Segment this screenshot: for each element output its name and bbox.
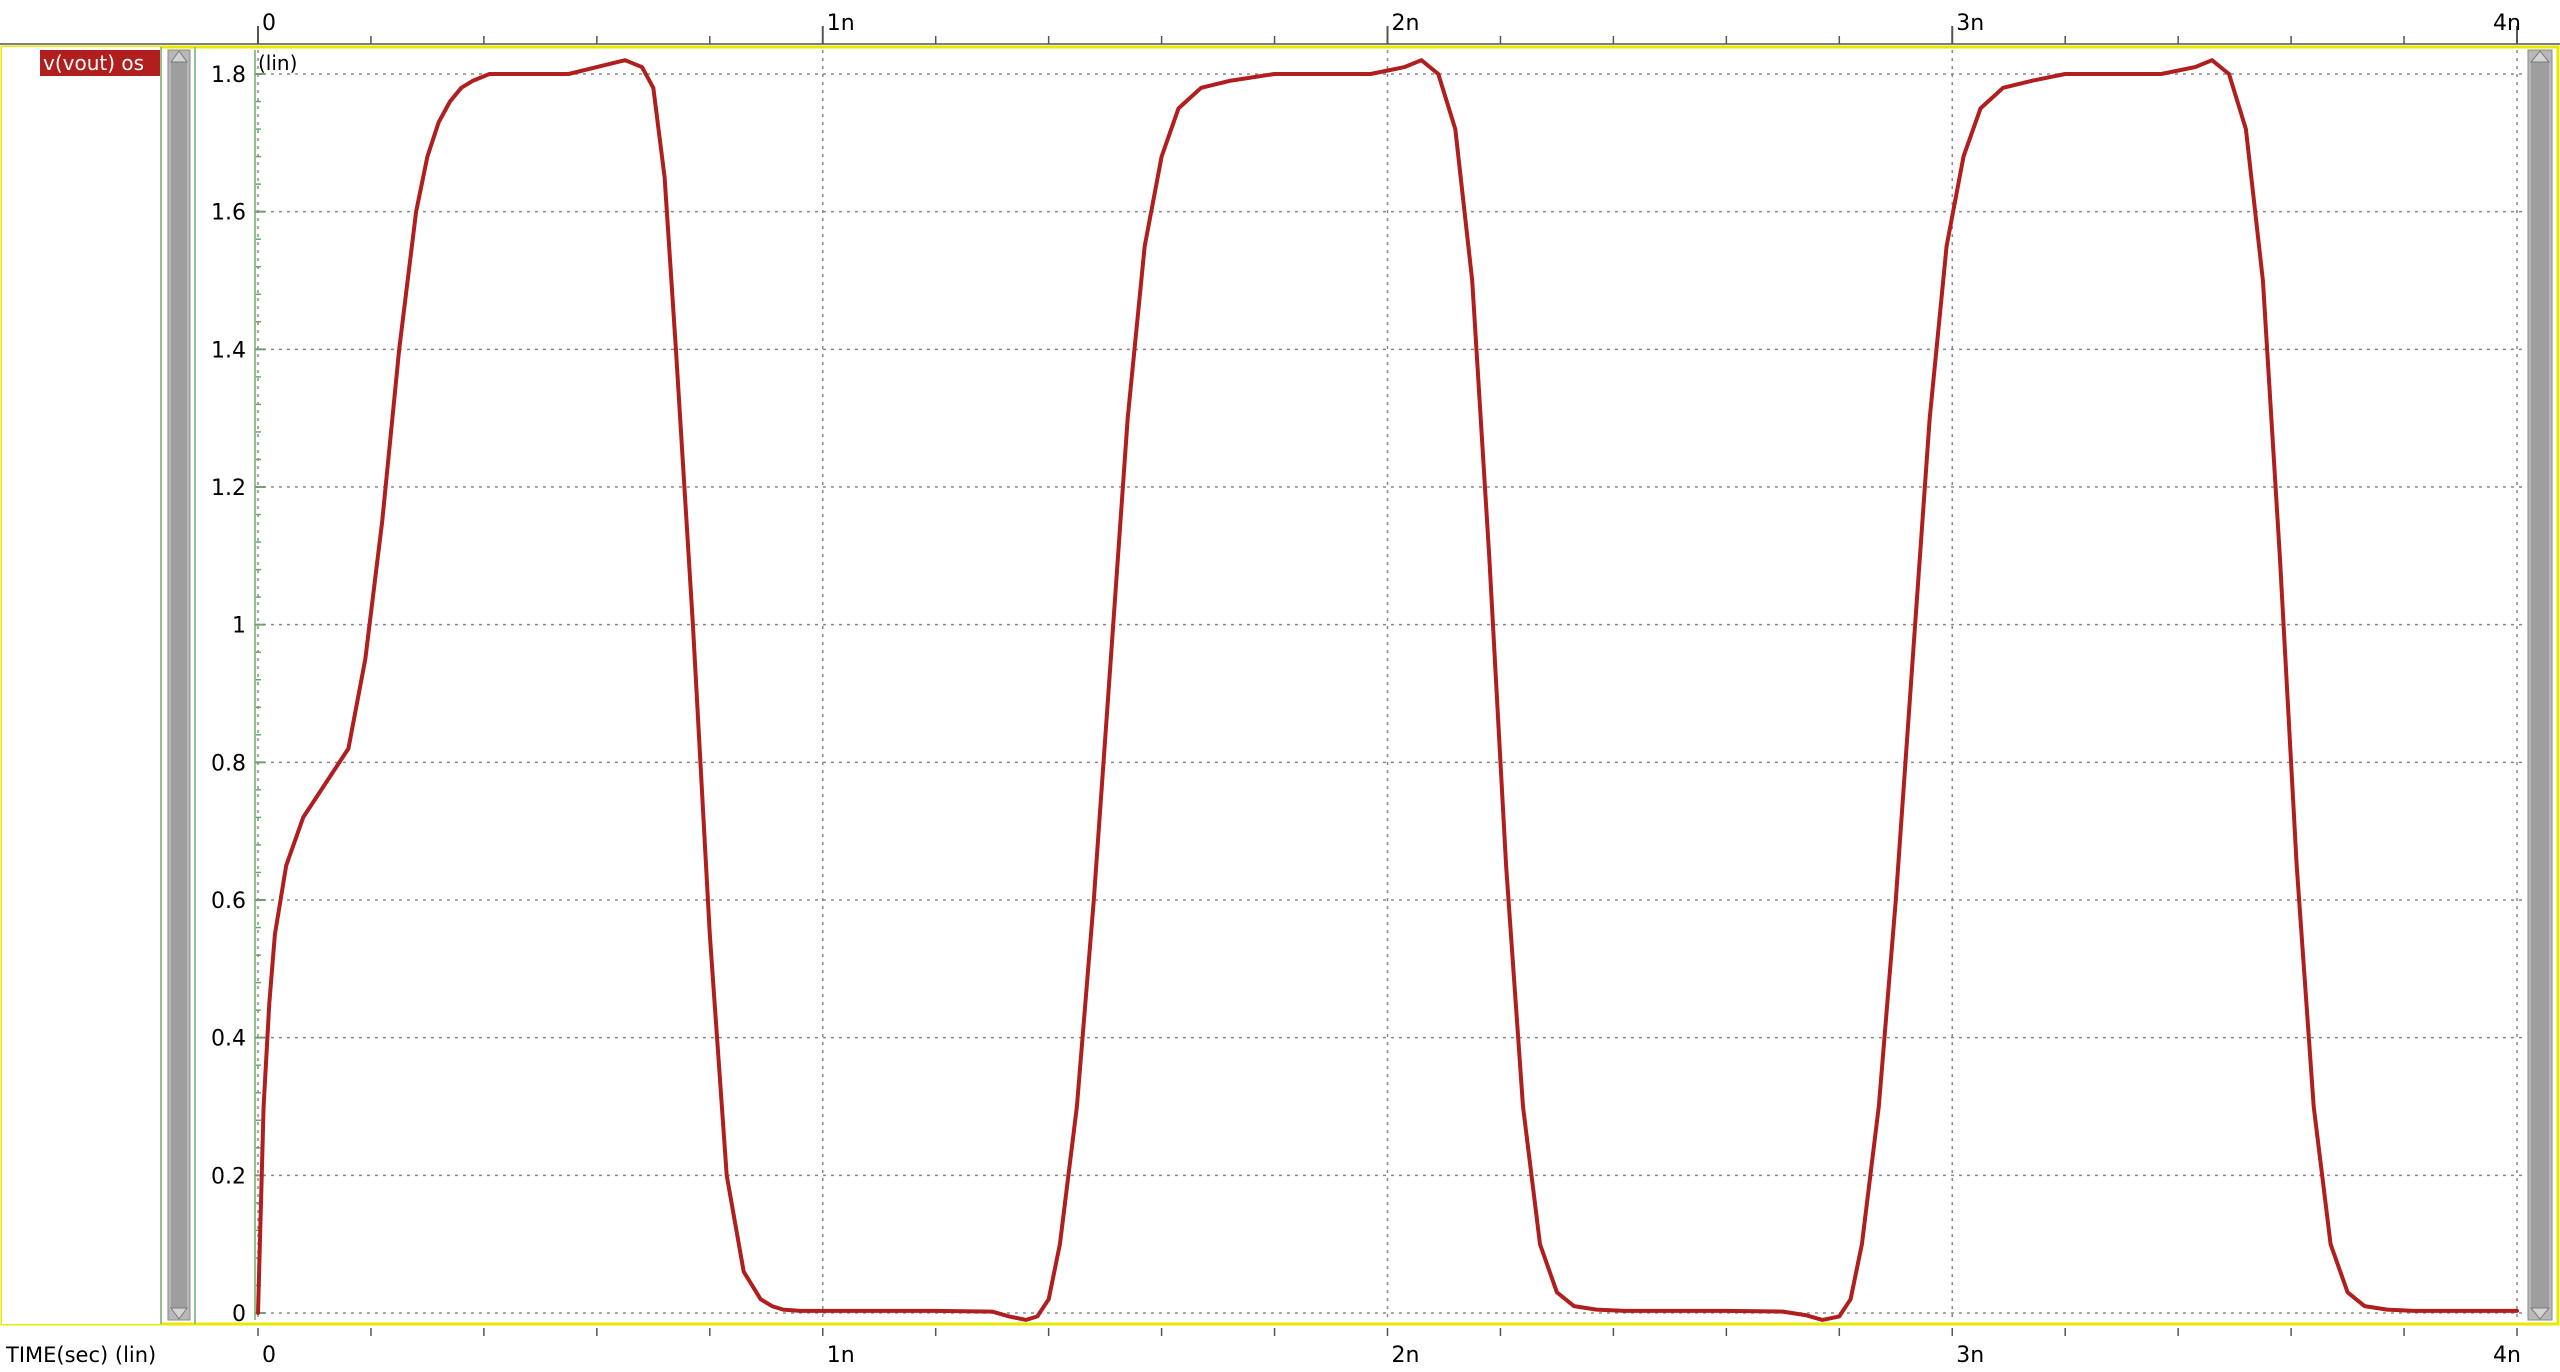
time-ruler-top	[0, 0, 2560, 44]
top-tick-label: 2n	[1392, 11, 1420, 36]
vertical-scrollbar-thumb-left[interactable]	[171, 62, 187, 1308]
bottom-tick-label: 1n	[827, 1343, 855, 1368]
y-tick-label: 0.6	[211, 889, 246, 914]
top-tick-label: 1n	[827, 11, 855, 36]
y-tick-label: 1.4	[211, 338, 246, 363]
top-tick-label: 0	[262, 11, 276, 36]
bottom-tick-label: 2n	[1392, 1343, 1420, 1368]
y-tick-label: 0.4	[211, 1027, 246, 1052]
top-tick-label: 3n	[1956, 11, 1984, 36]
y-scale-label: (lin)	[258, 51, 297, 75]
bottom-tick-label: 3n	[1956, 1343, 1984, 1368]
y-tick-label: 1	[232, 614, 246, 639]
bottom-tick-label: 4n	[2493, 1343, 2521, 1368]
grid-lines	[255, 50, 2525, 1320]
y-axis-tick-labels: 0 0.2 0.4 0.6 0.8 1 1.2 1.4 1.6 1.8	[211, 63, 246, 1327]
y-tick-label: 0	[232, 1302, 246, 1327]
bottom-ruler-labels: 0 1n 2n 3n 4n	[262, 1343, 2521, 1368]
plot-frame	[2, 47, 2558, 1324]
bottom-ruler-minor-ticks	[258, 1328, 2517, 1336]
signal-label[interactable]: v(vout) os	[43, 51, 144, 75]
y-tick-label: 1.8	[211, 63, 246, 88]
vertical-scrollbar-thumb-right[interactable]	[2531, 62, 2549, 1308]
signal-list-panel	[2, 47, 160, 1324]
y-tick-label: 1.2	[211, 476, 246, 501]
y-tick-label: 1.6	[211, 201, 246, 226]
y-tick-label: 0.8	[211, 751, 246, 776]
bottom-tick-label: 0	[262, 1343, 276, 1368]
top-tick-label: 4n	[2493, 11, 2521, 36]
y-tick-label: 0.2	[211, 1164, 246, 1189]
x-axis-label: TIME(sec) (lin)	[5, 1343, 156, 1367]
